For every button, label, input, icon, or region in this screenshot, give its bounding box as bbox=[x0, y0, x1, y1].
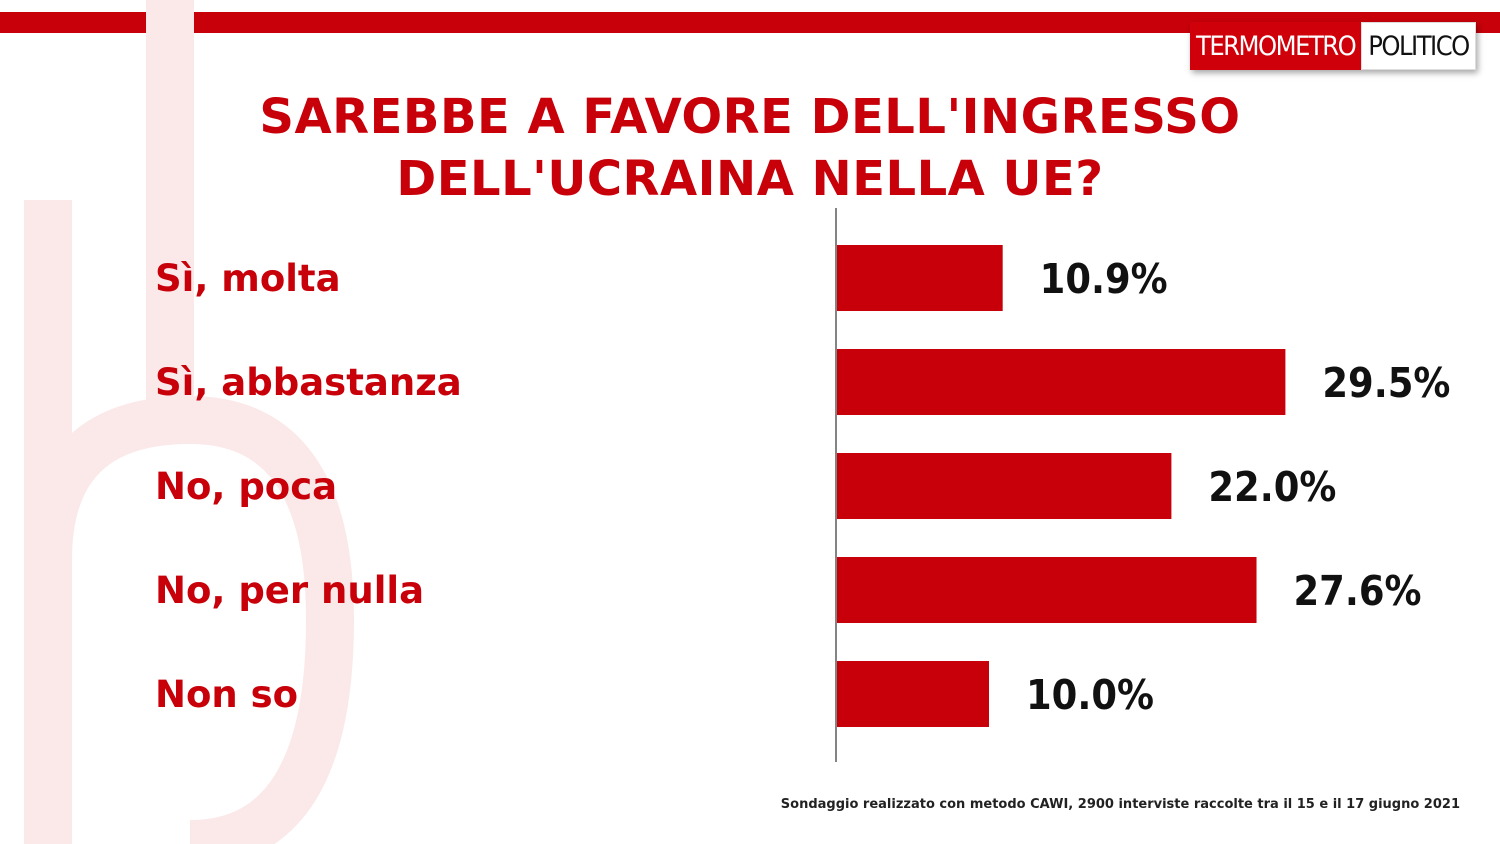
value-label: 22.0% bbox=[1208, 463, 1336, 511]
top-accent-bar bbox=[0, 12, 1500, 33]
value-label: 10.0% bbox=[1026, 671, 1154, 719]
category-label: Sì, abbastanza bbox=[155, 361, 462, 404]
chart-title: SAREBBE A FAVORE DELL'INGRESSO DELL'UCRA… bbox=[0, 86, 1500, 210]
survey-footnote: Sondaggio realizzato con metodo CAWI, 29… bbox=[780, 797, 1460, 812]
category-label: No, per nulla bbox=[155, 569, 424, 612]
value-label: 29.5% bbox=[1322, 359, 1450, 407]
logo-left-text: TERMOMETRO bbox=[1190, 22, 1362, 70]
bar bbox=[837, 557, 1257, 623]
title-line-2: DELL'UCRAINA NELLA UE? bbox=[396, 151, 1104, 207]
value-label: 10.9% bbox=[1040, 255, 1168, 303]
value-label: 27.6% bbox=[1294, 567, 1422, 615]
background-watermark bbox=[24, 0, 355, 844]
category-label: No, poca bbox=[155, 465, 337, 508]
logo-right-text: POLITICO bbox=[1361, 22, 1476, 70]
category-label: Non so bbox=[155, 673, 298, 716]
title-line-1: SAREBBE A FAVORE DELL'INGRESSO bbox=[259, 89, 1241, 145]
termometro-politico-logo: TERMOMETRO POLITICO bbox=[1190, 22, 1476, 70]
category-label: Sì, molta bbox=[155, 257, 341, 300]
bar bbox=[837, 453, 1172, 519]
bar bbox=[837, 245, 1003, 311]
bar bbox=[837, 349, 1286, 415]
bar bbox=[837, 661, 989, 727]
